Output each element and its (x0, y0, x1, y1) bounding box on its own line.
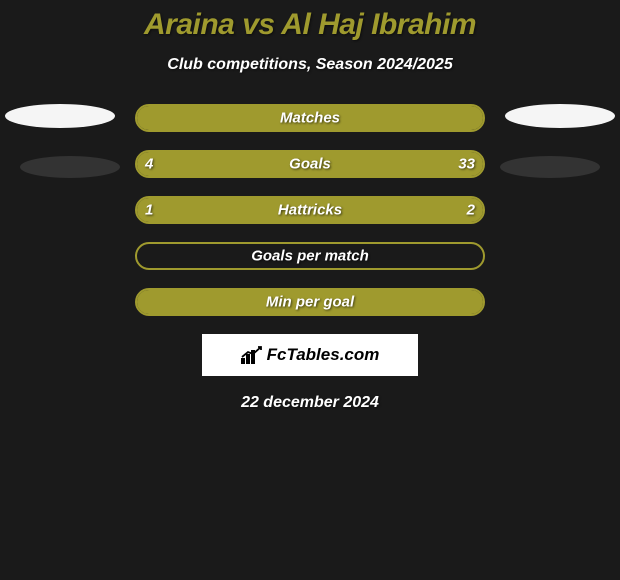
stat-bar: Min per goal (135, 288, 485, 316)
stat-bar: Hattricks 1 2 (135, 196, 485, 224)
stat-row: Goals 4 33 (0, 150, 620, 178)
chart-icon (241, 346, 263, 364)
stat-label: Goals per match (251, 248, 369, 265)
stat-label: Hattricks (278, 202, 342, 219)
stat-label: Goals (289, 156, 331, 173)
brand-box: FcTables.com (202, 334, 418, 376)
stat-bar: Matches (135, 104, 485, 132)
stat-row: Matches (0, 104, 620, 132)
stat-row: Min per goal (0, 288, 620, 316)
stat-value-right: 2 (467, 202, 475, 219)
stat-bar: Goals per match (135, 242, 485, 270)
brand-text: FcTables.com (267, 345, 380, 365)
subtitle: Club competitions, Season 2024/2025 (0, 56, 620, 74)
page-title: Araina vs Al Haj Ibrahim (0, 8, 620, 42)
date-label: 22 december 2024 (0, 394, 620, 412)
stat-bar: Goals 4 33 (135, 150, 485, 178)
stat-label: Matches (280, 110, 340, 127)
stat-value-right: 33 (458, 156, 475, 173)
stats-block: Matches Goals 4 33 Hattricks 1 2 Goals per matc… (0, 104, 620, 316)
bar-fill-right (196, 152, 483, 176)
brand-label: FcTables.com (241, 345, 380, 365)
stat-row: Hattricks 1 2 (0, 196, 620, 224)
infographic-container: Araina vs Al Haj Ibrahim Club competitio… (0, 0, 620, 412)
stat-row: Goals per match (0, 242, 620, 270)
stat-label: Min per goal (266, 294, 354, 311)
stat-value-left: 4 (145, 156, 153, 173)
stat-value-left: 1 (145, 202, 153, 219)
